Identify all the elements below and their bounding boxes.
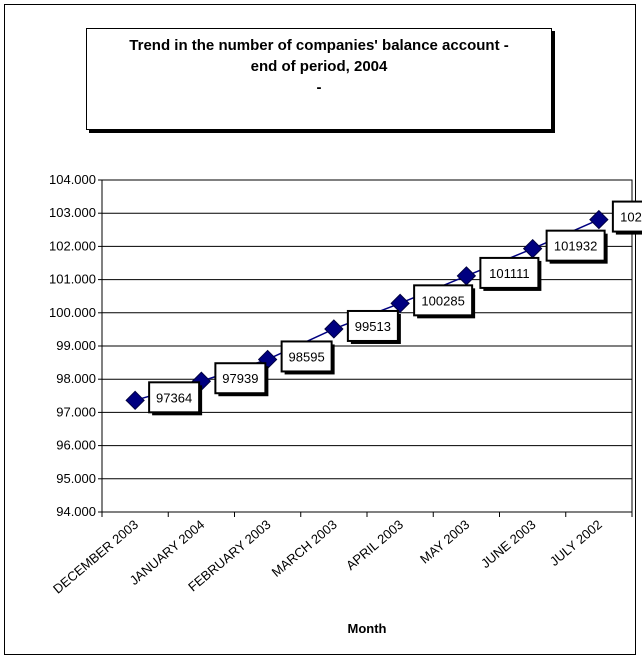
chart-title-line-3: -	[316, 79, 322, 96]
data-label: 97939	[222, 371, 258, 386]
data-label: 100285	[421, 293, 464, 308]
y-tick-label: 101.000	[49, 272, 96, 287]
chart-title-line-1: Trend in the number of companies' balanc…	[129, 37, 509, 54]
y-tick-label: 95.000	[56, 471, 96, 486]
x-axis-title: Month	[348, 621, 387, 636]
y-tick-label: 100.000	[49, 305, 96, 320]
y-tick-label: 104.000	[49, 172, 96, 187]
data-label: 102808	[620, 210, 642, 225]
y-tick-label: 99.000	[56, 338, 96, 353]
x-tick-label: MARCH 2003	[269, 517, 340, 580]
y-tick-label: 103.000	[49, 205, 96, 220]
x-tick-label: DECEMBER 2003	[50, 517, 141, 597]
x-tick-label: JULY 2002	[547, 517, 605, 569]
data-label: 101932	[554, 239, 597, 254]
data-point	[390, 293, 410, 314]
data-label-box	[545, 229, 606, 262]
data-label-box	[479, 256, 540, 289]
y-tick-label: 98.000	[56, 371, 96, 386]
data-label: 97364	[156, 390, 192, 405]
x-tick-label: MAY 2003	[417, 517, 472, 567]
data-point	[324, 319, 344, 339]
y-axis-ticks: 94.000 95.000 96.000 97.000 98.000 99.000 100.…	[49, 172, 102, 519]
data-label: 99513	[355, 319, 391, 334]
chart-title: Trend in the number of companies' balanc…	[86, 28, 552, 130]
data-label-box	[214, 362, 267, 395]
y-tick-label: 96.000	[56, 438, 96, 453]
chart-title-line-2: end of period, 2004	[250, 58, 388, 75]
y-tick-label: 97.000	[56, 404, 96, 419]
data-label: 101111	[489, 266, 530, 281]
x-tick-label: JUNE 2003	[478, 517, 539, 571]
data-label: 98595	[289, 349, 325, 364]
data-label-box	[413, 284, 474, 317]
data-label-box	[148, 381, 201, 414]
gridlines	[102, 212, 632, 480]
data-point	[125, 390, 145, 411]
x-tick-label: APRIL 2003	[343, 517, 406, 573]
data-point	[589, 209, 609, 230]
y-tick-label: 94.000	[56, 504, 96, 519]
data-labels: 97364 97939 98595 99513 100285 101111 101932 10…	[148, 200, 642, 416]
y-tick-label: 102.000	[49, 238, 96, 253]
data-label-box	[346, 309, 399, 342]
data-label-box	[280, 340, 333, 373]
